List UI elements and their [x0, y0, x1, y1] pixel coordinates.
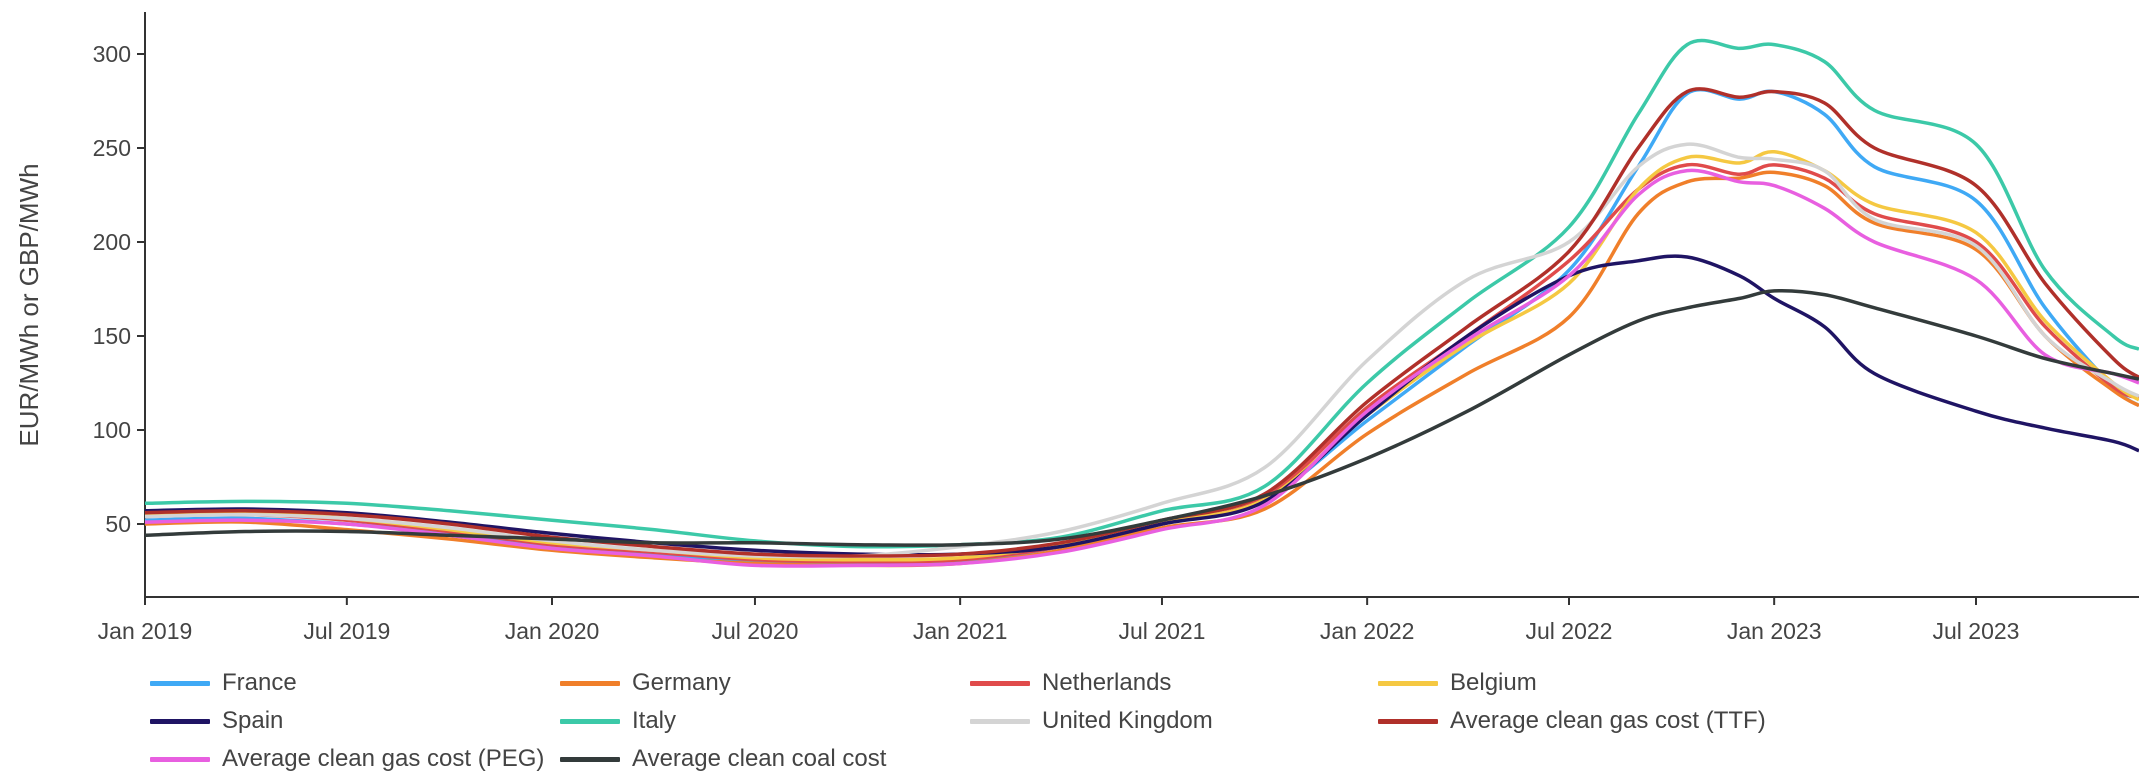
legend-item[interactable]: Average clean gas cost (PEG): [150, 741, 544, 777]
legend-label: Belgium: [1450, 669, 1537, 696]
legend-label: France: [222, 669, 297, 696]
series-line-average-clean-coal-cost: [144, 289, 2139, 547]
legend-swatch: [970, 718, 1030, 724]
series-line-united-kingdom: [144, 142, 2139, 559]
x-tick-label: Jan 2019: [98, 618, 193, 644]
y-axis-title-group: EUR/MWh or GBP/MWh: [14, 163, 44, 446]
legend-item[interactable]: Italy: [560, 703, 676, 739]
axes: [137, 12, 2139, 605]
legend-label: Average clean gas cost (PEG): [222, 745, 545, 772]
series-line-france: [144, 87, 2139, 566]
series-line-germany: [144, 170, 2139, 568]
series-line-average-clean-gas-cost-ttf: [144, 87, 2139, 558]
y-tick-label: 100: [93, 417, 131, 443]
y-tick-label: 150: [93, 323, 131, 349]
legend-swatch: [560, 680, 620, 686]
legend-label: Italy: [632, 707, 677, 734]
x-tick-label: Jul 2023: [1933, 618, 2020, 644]
legend-item[interactable]: Belgium: [1378, 665, 1537, 701]
legend-swatch: [150, 718, 210, 724]
series-line-belgium: [144, 150, 2139, 562]
legend-item[interactable]: Average clean gas cost (TTF): [1378, 703, 1766, 739]
x-tick-label: Jan 2021: [913, 618, 1008, 644]
legend-item[interactable]: Average clean coal cost: [560, 741, 886, 777]
legend-swatch: [970, 680, 1030, 686]
legend-item[interactable]: France: [150, 665, 297, 701]
legend-label: Netherlands: [1042, 669, 1172, 696]
y-tick-label: 50: [105, 511, 131, 537]
legend-swatch: [1378, 718, 1438, 724]
x-tick-label: Jul 2019: [303, 618, 390, 644]
legend-item[interactable]: Netherlands: [970, 665, 1171, 701]
y-tick-label: 200: [93, 229, 131, 255]
x-tick-label: Jul 2022: [1526, 618, 1613, 644]
legend-label: Spain: [222, 707, 284, 734]
legend-swatch: [560, 718, 620, 724]
x-tick-label: Jan 2022: [1320, 618, 1415, 644]
legend-swatch: [1378, 680, 1438, 686]
tick-labels: 50 100 150 200 250 300 Jan 2019 Jul 2019 Jan 202…: [93, 41, 2020, 644]
x-tick-label: Jan 2023: [1727, 618, 1822, 644]
x-tick-label: Jul 2020: [711, 618, 798, 644]
y-tick-label: 300: [93, 41, 131, 67]
x-tick-label: Jan 2020: [505, 618, 600, 644]
series-line-italy: [144, 38, 2139, 549]
x-tick-label: Jul 2021: [1118, 618, 1205, 644]
legend-label: Average clean gas cost (TTF): [1450, 707, 1766, 734]
legend-label: Germany: [632, 669, 731, 696]
legend-swatch: [150, 756, 210, 762]
y-axis-title: EUR/MWh or GBP/MWh: [14, 163, 44, 446]
legend-item[interactable]: United Kingdom: [970, 703, 1213, 739]
series-line-netherlands: [144, 162, 2139, 564]
series-line-average-clean-gas-cost-peg: [144, 168, 2139, 568]
y-tick-label: 250: [93, 135, 131, 161]
legend-item[interactable]: Germany: [560, 665, 731, 701]
legend-swatch: [150, 680, 210, 686]
legend-item[interactable]: Spain: [150, 703, 283, 739]
legend-swatch: [560, 756, 620, 762]
legend-label: United Kingdom: [1042, 707, 1213, 734]
series-lines: [144, 38, 2139, 568]
legend-label: Average clean coal cost: [632, 745, 887, 772]
